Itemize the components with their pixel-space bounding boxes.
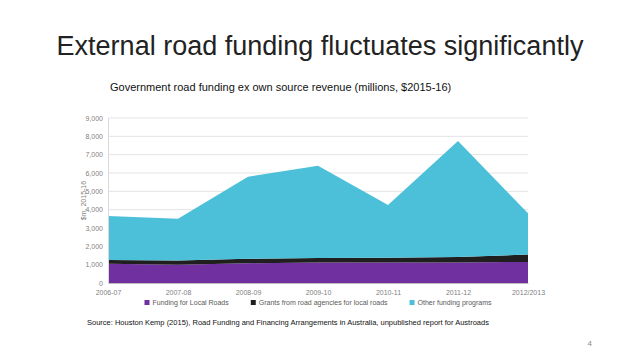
y-tick-label: 1,000 [85, 261, 103, 268]
legend-label: Funding for Local Roads [152, 299, 229, 307]
grid [108, 118, 528, 283]
y-tick-label: 0 [99, 280, 103, 287]
chart-title: Government road funding ex own source re… [110, 81, 451, 93]
y-tick: 0 [99, 280, 108, 287]
y-tick-label: 5,000 [85, 188, 103, 195]
slide: External road funding fluctuates signifi… [0, 0, 640, 360]
y-tick: 9,000 [85, 115, 108, 122]
x-tick-label: 2007-08 [166, 289, 192, 296]
x-tick-label: 2008-09 [236, 289, 262, 296]
y-tick-label: 7,000 [85, 151, 103, 158]
y-tick-label: 8,000 [85, 133, 103, 140]
legend-swatch [251, 300, 256, 305]
legend-item: Funding for Local Roads [144, 299, 229, 307]
x-tick-label: 2006-07 [96, 289, 122, 296]
x-axis: 2006-07 2007-08 2008-09 2009-10 2010-11 2011-… [96, 283, 546, 296]
page-number: 4 [588, 339, 593, 348]
legend-item: Grants from road agencies for local road… [251, 299, 388, 307]
legend-item: Other funding programs [410, 299, 492, 307]
slide-title: External road funding fluctuates signifi… [57, 31, 584, 61]
legend: Funding for Local Roads Grants from road … [144, 299, 492, 307]
legend-label: Other funding programs [418, 299, 492, 307]
axis-line [109, 283, 529, 284]
y-axis: 0 1,000 2,000 3,000 4,000 5,000 6,000 7,000 8,00… [85, 115, 108, 287]
y-tick: 5,000 [85, 188, 108, 195]
area [108, 262, 528, 283]
y-tick: 6,000 [85, 170, 108, 177]
y-tick-label: 9,000 [85, 115, 103, 122]
x-tick-label: 2011-12 [446, 289, 471, 296]
y-tick: 7,000 [85, 151, 108, 158]
x-tick: 2010-11 [376, 283, 401, 296]
x-tick: 2006-07 [96, 283, 122, 296]
background [0, 0, 640, 360]
y-tick-label: 2,000 [85, 243, 103, 250]
x-tick: 2011-12 [446, 283, 471, 296]
legend-swatch [410, 300, 415, 305]
y-axis-title: $m, 2015-16 [80, 181, 87, 220]
y-tick: 1,000 [85, 261, 108, 268]
y-tick-label: 4,000 [85, 206, 103, 213]
y-tick: 3,000 [85, 225, 108, 232]
x-tick: 2012/2013 [512, 283, 545, 296]
x-tick: 2009-10 [306, 283, 332, 296]
grid-line [108, 118, 528, 119]
y-tick: 2,000 [85, 243, 108, 250]
y-tick-label: 3,000 [85, 225, 103, 232]
legend-label: Grants from road agencies for local road… [259, 299, 388, 307]
axis-line [108, 119, 109, 284]
legend-swatch [144, 300, 149, 305]
source-note: Source: Houston Kemp (2015), Road Fundin… [87, 318, 489, 327]
grid-line [108, 136, 528, 137]
x-tick-label: 2010-11 [376, 289, 401, 296]
x-tick-label: 2012/2013 [512, 289, 545, 296]
y-tick-label: 6,000 [85, 170, 103, 177]
plot-area [108, 141, 528, 283]
x-tick: 2007-08 [166, 283, 192, 296]
area [108, 141, 528, 261]
y-tick: 4,000 [85, 206, 108, 213]
x-tick-label: 2009-10 [306, 289, 332, 296]
x-tick: 2008-09 [236, 283, 262, 296]
y-tick: 8,000 [85, 133, 108, 140]
